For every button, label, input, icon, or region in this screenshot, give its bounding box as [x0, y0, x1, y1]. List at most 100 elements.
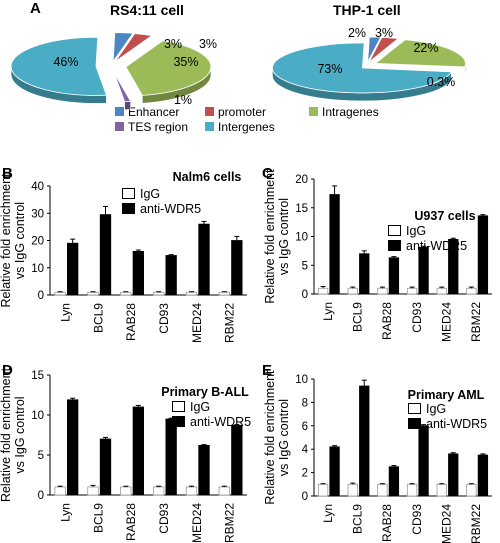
pie-legend-item-promoter: promoter	[205, 105, 309, 119]
pie-slice-intergenes	[10, 37, 107, 96]
bar-igg-cd93	[153, 291, 165, 296]
chart-title: Primary B-ALL	[161, 385, 249, 399]
legend-aml: IgG anti-WDR5	[408, 401, 487, 431]
y-tick-label: 4	[302, 444, 309, 456]
bar-chart-aml: 0 2 4 6 8 10 Primary AML Relative fold enrichme…	[263, 370, 492, 543]
chart-title: Nalm6 cells	[173, 170, 242, 184]
legend-swatch-igg	[408, 403, 421, 414]
y-tick-label: 10	[31, 263, 44, 275]
pie-slice-promoter	[114, 33, 153, 63]
legend-label-igg: IgG	[426, 401, 447, 416]
bar-wdr5-rab28	[388, 257, 400, 295]
legend-label-igg: IgG	[190, 399, 211, 414]
pie-legend-item-intragenes: Intragenes	[309, 105, 379, 119]
y-axis-label: vs IgG control	[277, 198, 291, 275]
y-tick-label: 6	[302, 421, 308, 433]
bar-igg-med24	[185, 486, 198, 496]
bar-wdr5-cd93	[418, 425, 429, 497]
bar-wdr5-cd93	[165, 255, 177, 296]
bar-wdr5-bcl9	[359, 385, 370, 497]
y-tick-label: 20	[295, 174, 308, 186]
bar-igg-bcl9	[87, 486, 99, 496]
legend-swatch-wdr5	[408, 418, 421, 429]
bar-wdr5-bcl9	[99, 214, 112, 296]
panel-letter-a: A	[30, 0, 41, 17]
bar-wdr5-cd93	[165, 418, 177, 496]
legend-label-wdr5: anti-WDR5	[426, 416, 488, 431]
y-axis-label: vs IgG control	[13, 396, 27, 473]
bar-igg-bcl9	[87, 291, 99, 296]
bar-chart-u937: 0 5 10 15 20 U937 cells Relative fold enrichme…	[263, 169, 492, 342]
y-tick-label: 30	[31, 208, 44, 220]
x-tick-label: MED24	[190, 303, 204, 343]
x-tick-label: RBM22	[469, 302, 483, 342]
pie-slice-intragenes	[125, 40, 212, 96]
pie-title-rs411: RS4:11 cell	[110, 2, 184, 18]
pie-legend-swatch-promoter	[205, 107, 214, 116]
bar-igg-bcl9	[347, 483, 358, 497]
y-axis-label: vs IgG control	[13, 202, 27, 279]
panel-letter-b: B	[2, 165, 13, 182]
pie-legend-label: promoter	[218, 104, 267, 119]
y-tick-label: 20	[31, 236, 44, 248]
y-tick-label: 15	[295, 203, 308, 215]
pie-legend-item-intergenes: Intergenes	[205, 120, 275, 134]
pie-slice-label: 3%	[164, 37, 182, 51]
bar-igg-rab28	[377, 483, 388, 497]
pie-slice-intergenes	[272, 42, 452, 94]
bar-igg-rab28	[120, 291, 132, 296]
y-axis-label: vs IgG control	[277, 399, 291, 476]
x-tick-label: MED24	[190, 503, 204, 543]
bar-wdr5-rbm22	[231, 424, 243, 496]
y-tick-label: 0	[38, 290, 44, 302]
pie-slice-label: 3%	[199, 37, 217, 51]
x-tick-label: BCL9	[351, 504, 365, 534]
pie-slice-enhancer	[367, 36, 382, 63]
x-tick-label: Lyn	[321, 302, 335, 321]
bar-igg-lyn	[317, 483, 329, 497]
y-tick-label: 5	[38, 450, 44, 462]
x-tick-label: BCL9	[91, 303, 105, 333]
legend-label-igg: IgG	[406, 223, 427, 238]
bar-wdr5-lyn	[67, 242, 79, 296]
pie-slice-tes-region	[113, 72, 132, 103]
bar-wdr5-rbm22	[477, 454, 489, 497]
bar-wdr5-bcl9	[359, 253, 370, 295]
x-tick-label: RBM22	[469, 504, 483, 543]
bar-igg-rab28	[377, 287, 388, 295]
y-tick-label: 10	[295, 374, 308, 386]
x-tick-label: RBM22	[223, 303, 237, 343]
pie-legend-item-tes: TES region	[115, 120, 205, 134]
legend-label-wdr5: anti-WDR5	[140, 201, 202, 216]
y-tick-label: 0	[302, 491, 308, 503]
bar-igg-rbm22	[218, 291, 230, 296]
y-tick-label: 10	[31, 410, 44, 422]
pie-legend-swatch-intragenes	[309, 107, 318, 116]
x-tick-label: RBM22	[223, 503, 237, 543]
bar-wdr5-lyn	[67, 399, 79, 496]
bar-chart-ball: 0 5 10 15 Primary B-ALL Relative fold enrichm…	[0, 367, 249, 543]
legend-swatch-igg	[388, 225, 401, 236]
legend-label-igg: IgG	[140, 186, 161, 201]
x-tick-label: CD93	[157, 303, 171, 334]
x-tick-label: BCL9	[91, 503, 105, 533]
x-tick-label: RAB28	[380, 504, 394, 542]
x-tick-label: MED24	[440, 302, 454, 342]
x-tick-label: RAB28	[124, 503, 138, 541]
pie-slice-label: 0.3%	[427, 75, 456, 89]
pie-slice-label: 22%	[413, 41, 438, 55]
chart-title: U937 cells	[414, 209, 475, 223]
pie-slice-label: 2%	[348, 26, 366, 40]
bar-wdr5-med24	[448, 238, 459, 295]
bar-wdr5-med24	[198, 444, 210, 496]
pie-rs411: 3% 3%35%1%46%	[10, 32, 217, 111]
bar-wdr5-lyn	[329, 194, 340, 295]
y-tick-label: 0	[38, 490, 44, 502]
pie-slice-side-tes-region	[124, 101, 131, 111]
bar-igg-med24	[185, 291, 198, 296]
y-tick-label: 0	[302, 289, 308, 301]
bar-igg-rab28	[120, 486, 132, 496]
panel-letter-d: D	[2, 362, 13, 379]
y-tick-label: 2	[302, 468, 308, 480]
